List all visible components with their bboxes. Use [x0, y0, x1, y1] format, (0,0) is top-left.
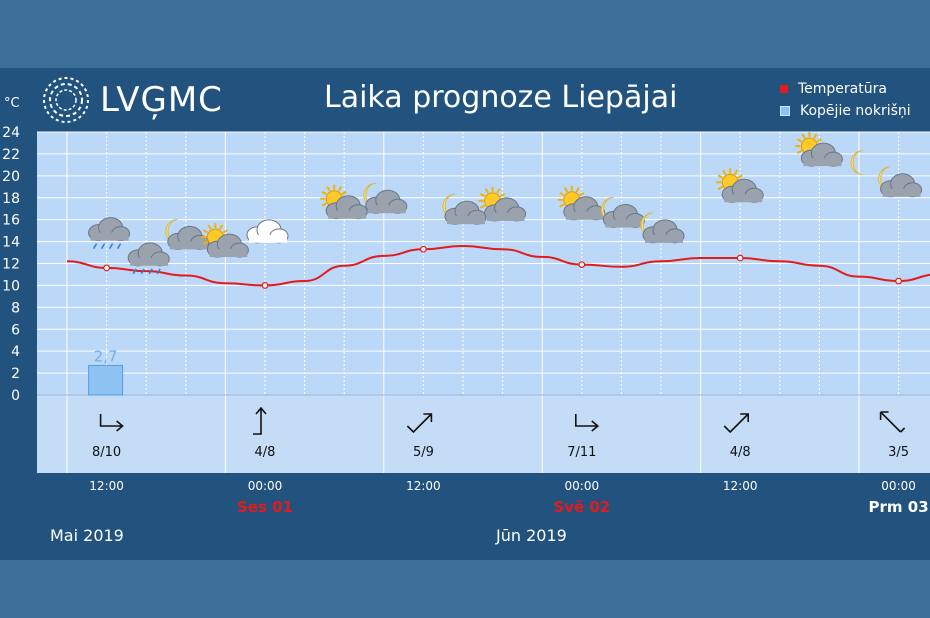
moon-cloud-icon [640, 212, 685, 244]
sun-cloud-icon [478, 186, 527, 222]
temperature-line [66, 244, 930, 287]
chart-legend: Temperatūra Kopējie nokrišņi [780, 78, 911, 122]
cloud-rain-icon [88, 217, 131, 250]
temperature-marker [578, 261, 586, 268]
y-tick-label: 6 [11, 322, 20, 338]
y-tick-label: 18 [2, 191, 20, 207]
bottom-band [0, 560, 930, 618]
time-tick-label: 00:00 [881, 479, 916, 493]
legend-label-precipitation: Kopējie nokrišņi [800, 103, 911, 119]
sun-cloud-icon [201, 223, 249, 258]
page-title: Laika prognoze Liepājai [324, 80, 678, 115]
logo-rings-icon [43, 77, 89, 123]
sun-cloud-icon [557, 185, 606, 221]
wind-arrow-northeast-icon [406, 413, 433, 434]
wind-speed-label: 4/8 [255, 445, 276, 460]
y-tick-label: 0 [11, 388, 20, 404]
temperature-marker [736, 254, 744, 262]
wind-arrow-north-icon [253, 406, 267, 435]
wind-strip [37, 395, 930, 473]
day-label: Ses 01 [237, 498, 293, 516]
y-tick-label: 2 [11, 366, 20, 382]
wind-speed-label: 8/10 [92, 445, 121, 460]
legend-swatch-precipitation [780, 106, 790, 116]
legend-item-temperature: Temperatūra [780, 78, 911, 100]
time-tick-label: 00:00 [248, 479, 283, 493]
y-tick-label: 24 [2, 125, 20, 141]
day-label: Svē 02 [553, 498, 610, 516]
month-label-june: Jūn 2019 [496, 526, 567, 545]
moon-cloud-icon [363, 182, 408, 214]
logo-text: LVĢMC [100, 80, 223, 120]
wind-arrow-east-icon [99, 414, 124, 432]
sun-cloud-icon [320, 184, 368, 220]
lvgmc-logo: LVĢMC [40, 75, 223, 125]
wind-arrow-northeast-icon [723, 413, 750, 434]
wind-speed-label: 3/5 [888, 445, 909, 460]
y-tick-label: 12 [2, 257, 20, 273]
precip-bar-label: 2,7 [94, 347, 118, 365]
y-tick-label: 16 [2, 213, 20, 229]
temperature-marker [261, 282, 269, 289]
precip-bar [88, 364, 124, 396]
cloud-rain-icon [127, 242, 170, 275]
time-tick-label: 12:00 [406, 479, 441, 493]
temperature-marker [895, 277, 902, 285]
moon-cloud-icon [165, 218, 210, 250]
top-band [0, 0, 930, 68]
time-tick-label: 12:00 [89, 479, 124, 493]
cloud-icon [246, 219, 289, 244]
y-tick-label: 22 [2, 147, 20, 163]
wind-speed-label: 4/8 [730, 445, 751, 460]
wind-arrow-northwest-icon [879, 411, 906, 433]
moon-cloud-icon [878, 166, 923, 198]
wind-arrow-east-icon [574, 414, 600, 432]
wind-speed-label: 7/11 [567, 445, 596, 460]
day-label: Prm 03 [869, 498, 929, 516]
sun-cloud-icon [795, 132, 843, 167]
legend-item-precipitation: Kopējie nokrišņi [780, 100, 911, 122]
moon-icon [850, 150, 864, 176]
legend-swatch-temperature [780, 85, 788, 93]
month-label-may: Mai 2019 [50, 526, 124, 545]
legend-label-temperature: Temperatūra [798, 81, 887, 97]
time-tick-label: 00:00 [565, 479, 600, 493]
moon-cloud-icon [442, 193, 487, 225]
wind-speed-label: 5/9 [413, 445, 434, 460]
temperature-marker [420, 245, 427, 253]
y-tick-label: 8 [11, 300, 20, 316]
unit-label: °C [4, 96, 20, 111]
moon-cloud-icon [600, 196, 645, 228]
time-tick-label: 12:00 [723, 479, 758, 493]
y-tick-label: 10 [2, 278, 20, 294]
temperature-marker [103, 264, 110, 272]
y-tick-label: 4 [11, 344, 20, 360]
sun-cloud-icon [716, 168, 764, 203]
y-tick-label: 20 [2, 169, 20, 185]
y-tick-label: 14 [2, 235, 20, 251]
